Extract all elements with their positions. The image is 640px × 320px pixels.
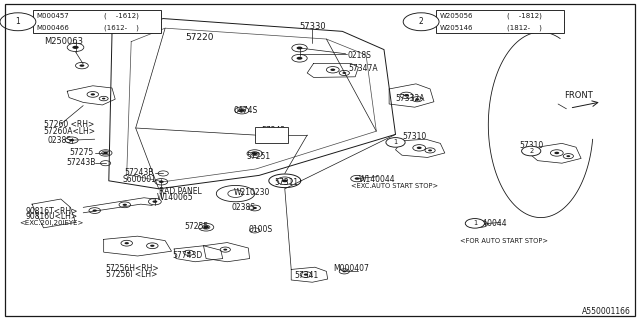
Circle shape [91, 93, 95, 95]
Circle shape [296, 57, 303, 60]
Circle shape [69, 139, 74, 141]
Text: 57743D: 57743D [173, 251, 203, 260]
Circle shape [253, 207, 257, 209]
Text: W140065: W140065 [157, 193, 193, 202]
Circle shape [554, 152, 559, 154]
Circle shape [342, 72, 346, 74]
Circle shape [239, 109, 244, 112]
Circle shape [403, 13, 439, 31]
Text: S600001: S600001 [123, 175, 157, 184]
Text: RAD PANEL: RAD PANEL [159, 187, 202, 196]
Text: <EXC.AUTO START STOP>: <EXC.AUTO START STOP> [351, 183, 438, 188]
Circle shape [342, 270, 346, 272]
Text: M250063: M250063 [45, 37, 83, 46]
Text: 0238S: 0238S [232, 203, 256, 212]
Text: 57243B: 57243B [125, 168, 154, 177]
Text: 0474S: 0474S [234, 106, 258, 115]
Text: 2: 2 [529, 148, 533, 154]
Circle shape [330, 68, 335, 71]
Text: (1612-    ): (1612- ) [104, 24, 138, 31]
Circle shape [355, 177, 360, 180]
Circle shape [415, 98, 419, 100]
Text: 1: 1 [394, 140, 397, 145]
Bar [33, 10, 161, 33]
Bar [255, 127, 288, 143]
Text: (1812-    ): (1812- ) [507, 24, 541, 31]
Circle shape [103, 152, 108, 154]
Text: 57220: 57220 [186, 33, 214, 42]
Circle shape [252, 152, 258, 155]
Circle shape [465, 219, 484, 228]
Text: M000407: M000407 [333, 264, 369, 273]
Circle shape [566, 155, 570, 157]
Text: W205056: W205056 [440, 13, 473, 19]
Circle shape [93, 210, 97, 212]
Text: <FOR AUTO START STOP>: <FOR AUTO START STOP> [460, 238, 548, 244]
Text: 1: 1 [15, 17, 20, 26]
Text: 57330: 57330 [299, 22, 326, 31]
Text: 0100S: 0100S [248, 225, 273, 234]
Text: 0218S: 0218S [348, 51, 371, 60]
Text: 57242: 57242 [261, 126, 285, 135]
Text: A550001166: A550001166 [582, 308, 630, 316]
Circle shape [0, 13, 36, 31]
Text: 57310: 57310 [402, 132, 426, 141]
Circle shape [223, 249, 227, 251]
Text: 57251: 57251 [246, 152, 271, 161]
Circle shape [123, 204, 127, 206]
Text: W140044: W140044 [358, 175, 395, 184]
Text: 57332A: 57332A [396, 94, 425, 103]
Circle shape [404, 94, 409, 97]
Circle shape [125, 242, 129, 244]
Text: 57275: 57275 [69, 148, 93, 156]
Circle shape [79, 64, 84, 67]
Circle shape [159, 180, 164, 183]
Text: 90816T<RH>: 90816T<RH> [26, 207, 78, 216]
Circle shape [428, 149, 432, 151]
Circle shape [102, 98, 106, 100]
Bar [436, 10, 564, 33]
Text: (    -1812): ( -1812) [507, 13, 541, 19]
Circle shape [150, 245, 154, 247]
Text: FRONT: FRONT [564, 91, 593, 100]
Text: 57347A: 57347A [349, 64, 378, 73]
Circle shape [152, 200, 157, 203]
Text: 1: 1 [473, 220, 477, 226]
Circle shape [386, 138, 405, 147]
Text: W140044: W140044 [470, 220, 507, 228]
Text: 57243B: 57243B [66, 158, 95, 167]
Text: 90816U<LH>: 90816U<LH> [26, 212, 77, 221]
Text: 57310: 57310 [520, 141, 544, 150]
Text: 2: 2 [419, 17, 424, 26]
Text: (    -1612): ( -1612) [104, 13, 138, 19]
Circle shape [203, 226, 209, 229]
Circle shape [296, 46, 303, 50]
Text: 57260A<LH>: 57260A<LH> [44, 127, 95, 136]
Text: 57256H<RH>: 57256H<RH> [106, 264, 159, 273]
Circle shape [479, 223, 484, 225]
Text: 57311: 57311 [274, 178, 298, 187]
Text: M000466: M000466 [36, 25, 69, 30]
Text: W210230: W210230 [234, 188, 270, 196]
Circle shape [522, 146, 541, 156]
Text: W205146: W205146 [440, 25, 473, 30]
Text: 57256I <LH>: 57256I <LH> [106, 270, 157, 279]
Circle shape [417, 147, 422, 149]
Text: <EXC.20I,20IEYE>: <EXC.20I,20IEYE> [19, 220, 84, 226]
Circle shape [72, 46, 79, 49]
Text: 57255: 57255 [184, 222, 209, 231]
Circle shape [187, 252, 191, 254]
Text: 57260 <RH>: 57260 <RH> [44, 120, 94, 129]
Text: 57341: 57341 [294, 271, 319, 280]
Text: M000457: M000457 [36, 13, 69, 19]
Text: 0238S: 0238S [48, 136, 72, 145]
Circle shape [304, 274, 308, 276]
Circle shape [282, 179, 288, 182]
